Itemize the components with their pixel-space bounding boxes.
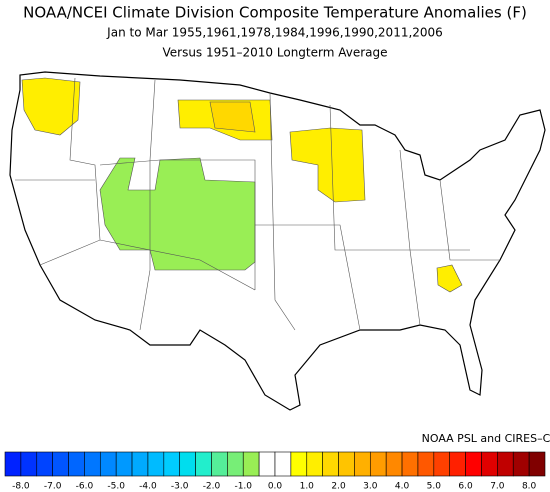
colorbar-bin bbox=[497, 451, 514, 477]
colorbar-bin bbox=[322, 451, 339, 477]
colorbar-bin bbox=[481, 451, 498, 477]
colorbar-bin bbox=[417, 451, 435, 477]
colorbar-bin bbox=[385, 451, 403, 477]
colorbar-tick-label: -6.0 bbox=[76, 482, 94, 492]
colorbar-bin bbox=[227, 451, 244, 477]
colorbar-bin bbox=[528, 451, 546, 477]
colorbar-tick-label: 8.0 bbox=[522, 482, 537, 492]
colorbar-bin bbox=[179, 451, 196, 477]
colorbar-tick-label: 6.0 bbox=[458, 482, 473, 492]
colorbar-bin bbox=[36, 451, 53, 477]
colorbar-bin bbox=[195, 451, 212, 477]
colorbar-bin bbox=[52, 451, 69, 477]
colorbar-bin bbox=[465, 451, 482, 477]
colorbar-tick-label: -2.0 bbox=[203, 482, 221, 492]
colorbar-bin bbox=[163, 451, 181, 477]
colorbar-bin bbox=[4, 451, 22, 477]
colorbar-tick-label: -8.0 bbox=[12, 482, 30, 492]
colorbar-bin bbox=[242, 451, 260, 477]
colorbar-tick-label: -5.0 bbox=[107, 482, 125, 492]
colorbar-bin bbox=[401, 451, 419, 477]
colorbar-bin bbox=[131, 451, 149, 477]
colorbar-tick-label: -1.0 bbox=[234, 482, 252, 492]
us-map bbox=[9, 71, 546, 411]
colorbar-tick-label: 0.0 bbox=[268, 482, 283, 492]
us-outline bbox=[9, 71, 546, 411]
shaded-region bbox=[436, 264, 463, 293]
colorbar-bin bbox=[84, 451, 101, 477]
colorbar-bin bbox=[99, 451, 117, 477]
colorbar-tick-label: 3.0 bbox=[363, 482, 378, 492]
colorbar-bin bbox=[433, 451, 451, 477]
colorbar-tick-label: 5.0 bbox=[427, 482, 442, 492]
colorbar-bin bbox=[68, 451, 85, 477]
colorbar-tick-label: -3.0 bbox=[171, 482, 189, 492]
colorbar-bin bbox=[449, 451, 466, 477]
colorbar-tick-label: -4.0 bbox=[139, 482, 157, 492]
colorbar-bin bbox=[290, 451, 308, 477]
credit: NOAA PSL and CIRES–CU bbox=[422, 432, 550, 445]
colorbar-bin bbox=[147, 451, 165, 477]
baseline-note: Versus 1951–2010 Longterm Average bbox=[162, 46, 387, 60]
colorbar-bin bbox=[354, 451, 371, 477]
shaded-region bbox=[289, 127, 366, 203]
colorbar-bin bbox=[20, 451, 38, 477]
colorbar-tick-label: 2.0 bbox=[331, 482, 346, 492]
colorbar-bin bbox=[338, 451, 355, 477]
colorbar-bin bbox=[306, 451, 323, 477]
colorbar: -8.0 -7.0 -6.0 -5.0 -4.0 -3.0 -2.0 -1.0 0.0 1.0 2.… bbox=[4, 451, 546, 492]
shaded-region bbox=[209, 101, 256, 133]
subtitle: Jan to Mar 1955,1961,1978,1984,1996,1990… bbox=[106, 26, 443, 40]
colorbar-bin bbox=[369, 451, 387, 477]
colorbar-bin bbox=[211, 451, 228, 477]
colorbar-tick-label: 4.0 bbox=[395, 482, 410, 492]
colorbar-tick-label: -7.0 bbox=[44, 482, 62, 492]
division-lines bbox=[15, 77, 500, 331]
colorbar-tick-label: 7.0 bbox=[490, 482, 505, 492]
colorbar-bin bbox=[512, 451, 530, 477]
colorbar-bin bbox=[258, 451, 276, 477]
colorbar-bin bbox=[274, 451, 292, 477]
colorbar-bin bbox=[115, 451, 133, 477]
colorbar-tick-label: 1.0 bbox=[300, 482, 315, 492]
title: NOAA/NCEI Climate Division Composite Tem… bbox=[23, 4, 527, 22]
shaded-region bbox=[21, 77, 81, 136]
